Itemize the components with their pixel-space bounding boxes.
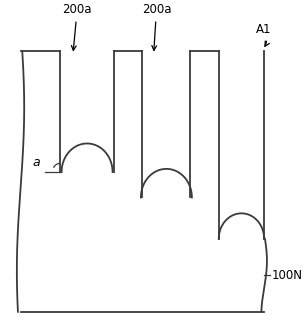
Text: 200a: 200a	[63, 4, 92, 51]
Text: 200a: 200a	[142, 4, 171, 51]
Text: A1: A1	[256, 23, 271, 46]
Text: a: a	[32, 156, 40, 169]
Text: 100N: 100N	[271, 269, 302, 282]
